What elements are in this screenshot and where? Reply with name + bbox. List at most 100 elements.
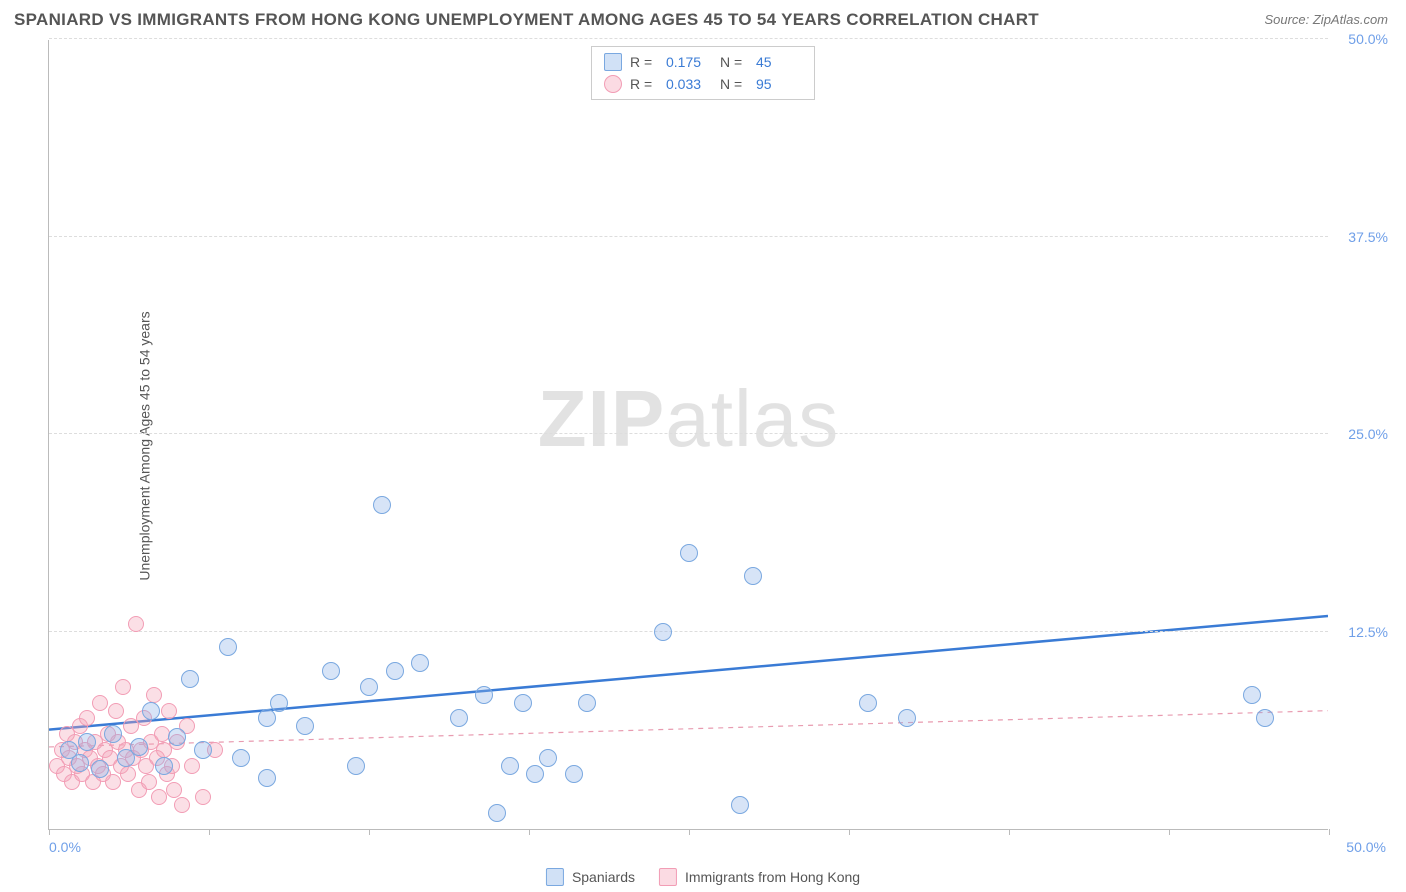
scatter-point — [539, 749, 557, 767]
legend: Spaniards Immigrants from Hong Kong — [546, 868, 860, 886]
scatter-point — [71, 754, 89, 772]
swatch-pink-icon — [604, 75, 622, 93]
scatter-point — [108, 703, 124, 719]
gridline-h — [49, 631, 1328, 632]
scatter-point — [322, 662, 340, 680]
scatter-point — [232, 749, 250, 767]
chart-container: SPANIARD VS IMMIGRANTS FROM HONG KONG UN… — [0, 0, 1406, 892]
trend-lines — [49, 40, 1328, 829]
tick-v — [209, 829, 210, 835]
scatter-point — [898, 709, 916, 727]
x-tick-start: 0.0% — [49, 839, 81, 855]
scatter-point — [731, 796, 749, 814]
scatter-point — [1243, 686, 1261, 704]
scatter-point — [386, 662, 404, 680]
scatter-point — [92, 695, 108, 711]
swatch-pink-icon — [659, 868, 677, 886]
x-tick-end: 50.0% — [1346, 839, 1386, 855]
scatter-point — [91, 760, 109, 778]
scatter-point — [514, 694, 532, 712]
scatter-point — [1256, 709, 1274, 727]
scatter-point — [501, 757, 519, 775]
scatter-point — [174, 797, 190, 813]
stats-row-pink: R = 0.033 N = 95 — [600, 73, 806, 95]
scatter-point — [146, 687, 162, 703]
scatter-point — [373, 496, 391, 514]
watermark: ZIPatlas — [538, 373, 839, 465]
scatter-point — [105, 774, 121, 790]
scatter-point — [155, 757, 173, 775]
tick-v — [369, 829, 370, 835]
gridline-h — [49, 433, 1328, 434]
gridline-h — [49, 38, 1328, 39]
scatter-point — [258, 709, 276, 727]
scatter-point — [181, 670, 199, 688]
gridline-h — [49, 236, 1328, 237]
stat-n-label: N = — [720, 54, 748, 70]
scatter-point — [258, 769, 276, 787]
stat-r-label: R = — [630, 76, 658, 92]
scatter-point — [130, 738, 148, 756]
scatter-point — [347, 757, 365, 775]
legend-label: Spaniards — [572, 869, 635, 885]
stat-n-value: 45 — [756, 54, 802, 70]
stat-r-value: 0.033 — [666, 76, 712, 92]
scatter-point — [565, 765, 583, 783]
scatter-point — [219, 638, 237, 656]
scatter-point — [578, 694, 596, 712]
y-tick-label: 37.5% — [1348, 229, 1388, 245]
scatter-point — [488, 804, 506, 822]
swatch-blue-icon — [604, 53, 622, 71]
watermark-zip: ZIP — [538, 374, 665, 463]
scatter-point — [115, 679, 131, 695]
scatter-point — [859, 694, 877, 712]
scatter-point — [450, 709, 468, 727]
tick-v — [849, 829, 850, 835]
scatter-point — [184, 758, 200, 774]
tick-v — [689, 829, 690, 835]
scatter-point — [296, 717, 314, 735]
scatter-point — [128, 616, 144, 632]
y-tick-label: 12.5% — [1348, 624, 1388, 640]
scatter-point — [195, 789, 211, 805]
stats-row-blue: R = 0.175 N = 45 — [600, 51, 806, 73]
trend-line — [49, 711, 1328, 747]
legend-item-hongkong: Immigrants from Hong Kong — [659, 868, 860, 886]
scatter-point — [526, 765, 544, 783]
legend-item-spaniards: Spaniards — [546, 868, 635, 886]
stat-r-value: 0.175 — [666, 54, 712, 70]
y-tick-label: 25.0% — [1348, 426, 1388, 442]
scatter-point — [120, 766, 136, 782]
scatter-point — [141, 774, 157, 790]
swatch-blue-icon — [546, 868, 564, 886]
scatter-point — [744, 567, 762, 585]
scatter-point — [154, 726, 170, 742]
tick-v — [1009, 829, 1010, 835]
legend-label: Immigrants from Hong Kong — [685, 869, 860, 885]
scatter-point — [166, 782, 182, 798]
stat-n-value: 95 — [756, 76, 802, 92]
scatter-point — [142, 702, 160, 720]
stats-box: R = 0.175 N = 45 R = 0.033 N = 95 — [591, 46, 815, 100]
scatter-point — [104, 725, 122, 743]
scatter-point — [411, 654, 429, 672]
scatter-point — [194, 741, 212, 759]
scatter-point — [270, 694, 288, 712]
scatter-point — [78, 733, 96, 751]
y-tick-label: 50.0% — [1348, 31, 1388, 47]
tick-v — [529, 829, 530, 835]
scatter-point — [168, 728, 186, 746]
scatter-point — [161, 703, 177, 719]
stat-n-label: N = — [720, 76, 748, 92]
source-label: Source: ZipAtlas.com — [1264, 12, 1388, 27]
scatter-point — [654, 623, 672, 641]
scatter-point — [360, 678, 378, 696]
scatter-point — [680, 544, 698, 562]
stat-r-label: R = — [630, 54, 658, 70]
scatter-point — [151, 789, 167, 805]
tick-v — [1169, 829, 1170, 835]
trend-line — [49, 616, 1328, 730]
scatter-point — [79, 710, 95, 726]
scatter-point — [475, 686, 493, 704]
tick-v — [49, 829, 50, 835]
